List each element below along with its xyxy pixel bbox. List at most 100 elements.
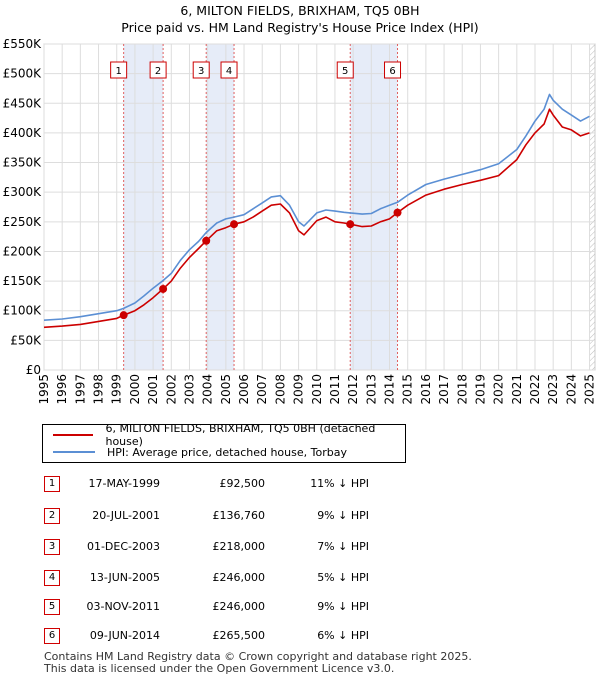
sale-period-band — [206, 44, 235, 370]
price-chart: 1 2 3 4 5 6 £0 £50K £100K £150K £200K £250K £300K £3… — [3, 37, 597, 405]
x-tick-label: 2018 — [455, 374, 469, 405]
property-price-line — [43, 108, 590, 329]
sale-hpi-diff: 11% ↓ HPI — [310, 477, 369, 490]
sale-price: £265,500 — [212, 629, 266, 642]
sale-label-text: 4 — [226, 66, 232, 77]
x-tick-label: 2023 — [546, 374, 560, 405]
y-tick-label: £300K — [3, 185, 43, 199]
sale-price: £246,000 — [212, 571, 266, 584]
sale-price: £218,000 — [212, 540, 266, 553]
sale-row: 4 13-JUN-2005 £246,000 5% ↓ HPI — [0, 567, 600, 587]
y-tick-label: £100K — [3, 304, 43, 318]
y-tick-label: £150K — [3, 274, 43, 288]
x-tick-label: 2017 — [437, 374, 451, 405]
x-tick-label: 2019 — [473, 374, 487, 405]
x-tick-label: 2008 — [273, 374, 287, 405]
sale-label-box — [336, 61, 354, 79]
sale-row: 3 01-DEC-2003 £218,000 7% ↓ HPI — [0, 536, 600, 556]
sale-row: 5 03-NOV-2011 £246,000 9% ↓ HPI — [0, 596, 600, 616]
sale-marker-point — [159, 284, 168, 293]
y-tick-label: £500K — [3, 67, 43, 81]
sale-number-badge: 6 — [44, 628, 60, 644]
footer-copyright: Contains HM Land Registry data © Crown c… — [44, 650, 472, 663]
sale-number-badge: 4 — [44, 570, 60, 586]
chart-subtitle-text: Price paid vs. HM Land Registry's House … — [121, 20, 479, 35]
y-tick-label: £0 — [26, 363, 41, 377]
footer-licence: This data is licensed under the Open Gov… — [44, 662, 395, 675]
legend-swatch-hpi — [53, 451, 95, 453]
y-tick-label: £550K — [3, 37, 43, 51]
sale-number-badge: 2 — [44, 508, 60, 524]
x-tick-label: 2014 — [383, 374, 397, 405]
sale-marker-point — [393, 208, 402, 217]
sale-label-box — [192, 61, 210, 79]
sale-label-box — [220, 61, 238, 79]
sale-number-badge: 3 — [44, 539, 60, 555]
legend-label-property: 6, MILTON FIELDS, BRIXHAM, TQ5 0BH (deta… — [105, 422, 376, 448]
sale-hpi-diff: 7% ↓ HPI — [317, 540, 369, 553]
x-tick-label: 2021 — [510, 374, 524, 405]
sale-price: £92,500 — [219, 477, 266, 490]
sale-marker-point — [230, 220, 239, 229]
y-tick-label: £200K — [3, 244, 43, 258]
x-tick-label: 2003 — [182, 374, 196, 405]
x-tick-label: 2006 — [237, 374, 251, 405]
x-tick-label: 1998 — [92, 374, 106, 405]
sale-label-text: 3 — [198, 66, 204, 77]
legend-swatch-property — [53, 434, 94, 436]
sale-period-band — [123, 44, 164, 370]
sale-date: 03-NOV-2011 — [86, 600, 160, 613]
x-tick-label: 1996 — [55, 374, 69, 405]
sale-price: £136,760 — [212, 509, 266, 522]
x-tick-label: 2012 — [346, 374, 360, 405]
sale-hpi-diff: 9% ↓ HPI — [317, 509, 369, 522]
sale-hpi-diff: 9% ↓ HPI — [317, 600, 369, 613]
y-tick-label: £50K — [10, 333, 42, 347]
legend-label-hpi: HPI: Average price, detached house, Torb… — [107, 445, 347, 459]
sale-period-band — [350, 44, 398, 370]
y-tick-label: £250K — [3, 215, 43, 229]
sale-number-badge: 5 — [44, 599, 60, 615]
sale-marker-point — [119, 311, 128, 320]
y-tick-label: £450K — [3, 96, 43, 110]
y-tick-label: £400K — [3, 126, 43, 140]
x-tick-label: 2024 — [564, 374, 578, 405]
x-tick-label: 2004 — [201, 374, 215, 405]
legend-item-hpi: HPI: Average price, detached house, Torb… — [53, 444, 347, 460]
x-tick-label: 2015 — [401, 374, 415, 405]
sale-date: 13-JUN-2005 — [89, 571, 160, 584]
x-tick-label: 2007 — [255, 374, 269, 405]
x-tick-label: 2022 — [528, 374, 542, 405]
sale-row: 6 09-JUN-2014 £265,500 6% ↓ HPI — [0, 625, 600, 645]
chart-title: 6, MILTON FIELDS, BRIXHAM, TQ5 0BH Price… — [0, 2, 600, 36]
sale-row: 1 17-MAY-1999 £92,500 11% ↓ HPI — [0, 473, 600, 493]
y-tick-label: £350K — [3, 156, 43, 170]
future-hatch — [589, 44, 595, 370]
sale-marker-point — [346, 220, 355, 229]
sale-label-text: 1 — [115, 66, 121, 77]
sale-label-text: 6 — [389, 66, 395, 77]
sale-date: 20-JUL-2001 — [92, 509, 160, 522]
x-tick-label: 1995 — [37, 374, 51, 405]
sale-label-box — [384, 61, 402, 79]
sale-date: 01-DEC-2003 — [86, 540, 160, 553]
chart-title-text: 6, MILTON FIELDS, BRIXHAM, TQ5 0BH — [180, 3, 420, 18]
sale-label-text: 2 — [155, 66, 161, 77]
x-tick-label: 2000 — [128, 374, 142, 405]
sale-hpi-diff: 6% ↓ HPI — [317, 629, 369, 642]
x-tick-label: 2020 — [492, 374, 506, 405]
hpi-line — [43, 93, 590, 321]
sale-row: 2 20-JUL-2001 £136,760 9% ↓ HPI — [0, 505, 600, 525]
x-tick-label: 2013 — [364, 374, 378, 405]
x-tick-label: 2001 — [146, 374, 160, 405]
sale-date: 09-JUN-2014 — [89, 629, 160, 642]
legend-item-property: 6, MILTON FIELDS, BRIXHAM, TQ5 0BH (deta… — [53, 422, 405, 448]
sale-label-text: 5 — [342, 66, 348, 77]
sale-number-badge: 1 — [44, 476, 60, 492]
chart-legend: 6, MILTON FIELDS, BRIXHAM, TQ5 0BH (deta… — [42, 422, 406, 463]
footer-attribution: Contains HM Land Registry data © Crown c… — [44, 651, 472, 675]
x-tick-label: 2009 — [292, 374, 306, 405]
x-tick-label: 1997 — [73, 374, 87, 405]
sale-price: £246,000 — [212, 600, 266, 613]
x-tick-label: 2002 — [164, 374, 178, 405]
